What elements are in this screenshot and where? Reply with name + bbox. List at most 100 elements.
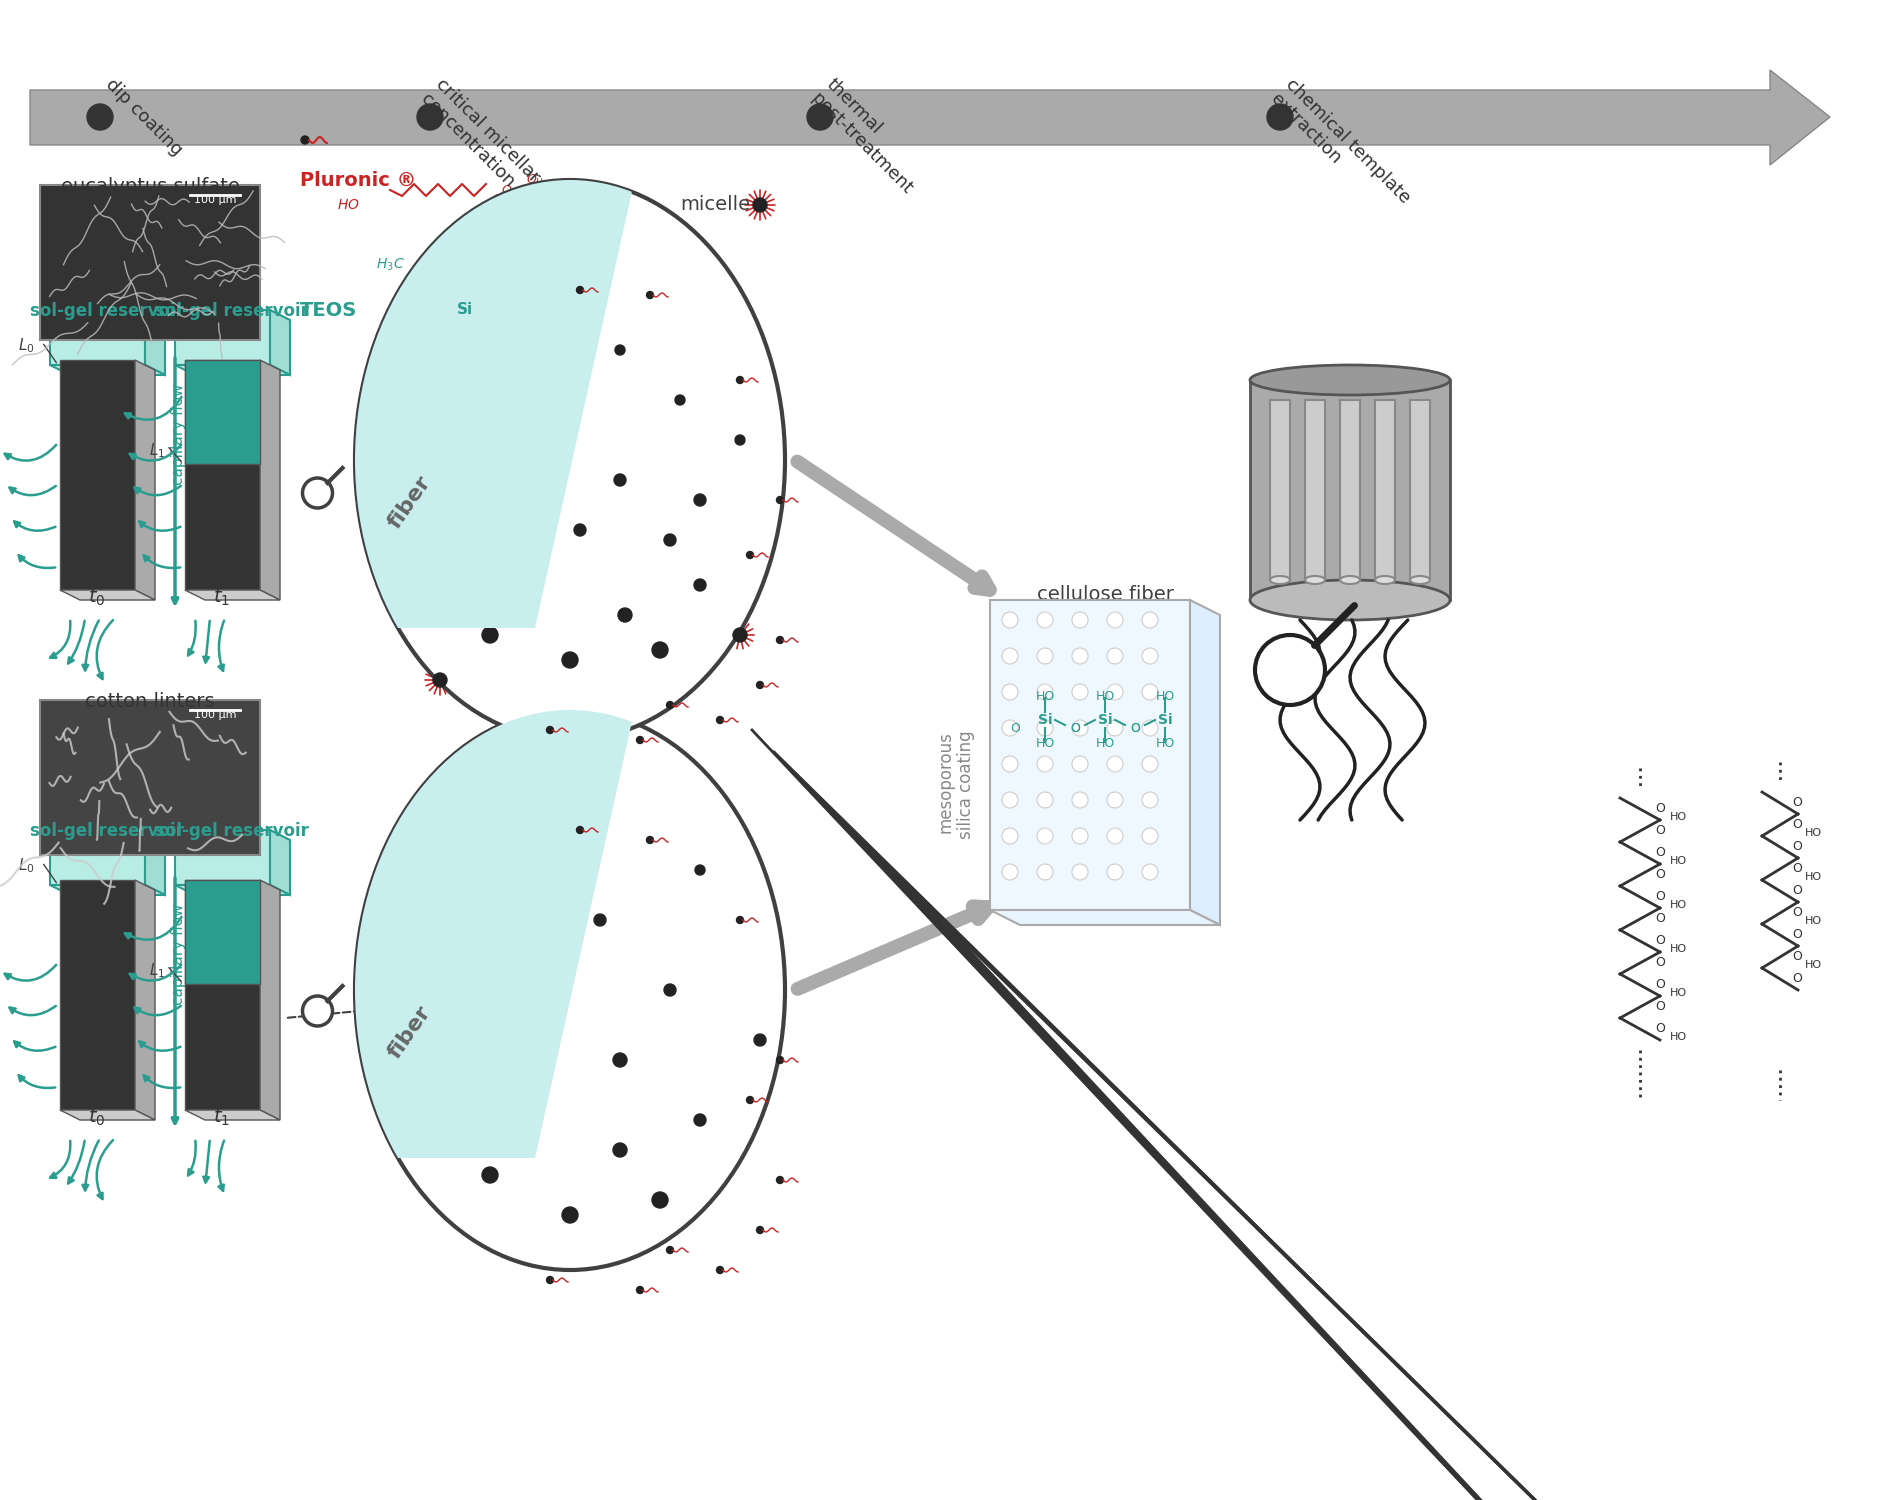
Text: HO: HO — [1095, 690, 1114, 703]
Text: O: O — [1793, 906, 1802, 920]
Bar — [184, 880, 259, 1110]
Circle shape — [663, 984, 676, 996]
Circle shape — [613, 1143, 628, 1156]
Text: $CH_3$: $CH_3$ — [524, 346, 552, 363]
Circle shape — [735, 435, 744, 445]
Circle shape — [1107, 864, 1124, 880]
Circle shape — [417, 104, 443, 130]
Text: O: O — [1793, 885, 1802, 897]
Text: $CH_3$: $CH_3$ — [505, 202, 532, 217]
Circle shape — [524, 405, 536, 416]
Text: O: O — [1655, 802, 1665, 816]
Circle shape — [663, 534, 676, 546]
Text: HO: HO — [1670, 1032, 1687, 1042]
Ellipse shape — [355, 710, 785, 1270]
Text: O: O — [1011, 722, 1020, 735]
Text: capillary flow
direction: capillary flow direction — [171, 384, 203, 484]
Circle shape — [1002, 720, 1018, 736]
Text: HO: HO — [1670, 944, 1687, 954]
Text: O: O — [1655, 891, 1665, 903]
Circle shape — [1107, 612, 1124, 628]
Polygon shape — [135, 360, 154, 600]
Text: O: O — [1793, 819, 1802, 831]
Text: HO: HO — [1670, 812, 1687, 822]
Text: O: O — [1655, 934, 1665, 948]
Text: critical micellar
concentration: critical micellar concentration — [417, 75, 543, 201]
Circle shape — [637, 1287, 643, 1293]
Circle shape — [1002, 864, 1018, 880]
Text: O: O — [1793, 951, 1802, 963]
Circle shape — [757, 681, 763, 688]
Circle shape — [562, 1208, 579, 1222]
Text: HO: HO — [1156, 690, 1174, 703]
Circle shape — [1107, 792, 1124, 808]
Circle shape — [1037, 720, 1052, 736]
Circle shape — [618, 608, 631, 622]
Text: HO: HO — [1806, 871, 1823, 882]
Text: O: O — [434, 278, 445, 292]
Circle shape — [613, 1053, 628, 1066]
Bar — [1340, 400, 1360, 580]
Polygon shape — [184, 1110, 280, 1120]
Circle shape — [1142, 720, 1157, 736]
Text: HO: HO — [1670, 856, 1687, 865]
Circle shape — [86, 104, 113, 130]
Text: Pluronic ®: Pluronic ® — [301, 171, 417, 189]
Circle shape — [1107, 684, 1124, 700]
Text: Si: Si — [1157, 712, 1172, 728]
Circle shape — [303, 478, 333, 508]
Text: HO: HO — [1035, 690, 1054, 703]
Circle shape — [1037, 828, 1052, 844]
Text: $t_0$: $t_0$ — [88, 1107, 105, 1128]
Circle shape — [1073, 684, 1088, 700]
Circle shape — [646, 837, 654, 843]
Text: O: O — [434, 328, 445, 342]
Text: HO: HO — [1035, 736, 1054, 750]
Circle shape — [733, 628, 748, 642]
Circle shape — [1073, 792, 1088, 808]
Polygon shape — [1189, 600, 1219, 926]
Ellipse shape — [1270, 576, 1291, 584]
Circle shape — [1107, 720, 1124, 736]
Circle shape — [577, 286, 584, 294]
Circle shape — [1002, 612, 1018, 628]
Circle shape — [485, 964, 496, 976]
Circle shape — [562, 652, 579, 668]
Circle shape — [1002, 756, 1018, 772]
Circle shape — [1142, 648, 1157, 664]
Polygon shape — [145, 830, 165, 896]
Circle shape — [693, 494, 707, 506]
Bar — [175, 830, 271, 885]
Circle shape — [1107, 756, 1124, 772]
Ellipse shape — [1250, 580, 1451, 620]
Text: $t_0$: $t_0$ — [88, 586, 105, 608]
Text: HO: HO — [1095, 736, 1114, 750]
Text: O: O — [1129, 722, 1141, 735]
Circle shape — [675, 394, 686, 405]
Circle shape — [753, 198, 767, 211]
Text: fiber: fiber — [385, 472, 436, 532]
Circle shape — [547, 726, 554, 734]
Circle shape — [1073, 864, 1088, 880]
Circle shape — [652, 1192, 669, 1208]
Text: Si: Si — [1097, 712, 1112, 728]
Text: 100 μm: 100 μm — [194, 710, 237, 720]
Circle shape — [1142, 828, 1157, 844]
Circle shape — [1142, 792, 1157, 808]
Text: dip coating: dip coating — [101, 75, 186, 159]
Polygon shape — [145, 310, 165, 375]
Circle shape — [614, 474, 626, 486]
Text: $HO$: $HO$ — [336, 198, 361, 211]
Text: O: O — [1793, 972, 1802, 986]
Circle shape — [547, 1276, 554, 1284]
Polygon shape — [135, 880, 154, 1120]
Circle shape — [1073, 720, 1088, 736]
Text: O: O — [1655, 846, 1665, 859]
Ellipse shape — [1409, 576, 1430, 584]
Bar — [1250, 380, 1451, 600]
Text: HO: HO — [1806, 916, 1823, 926]
Ellipse shape — [355, 180, 785, 740]
Circle shape — [522, 592, 537, 608]
Circle shape — [1037, 684, 1052, 700]
Bar — [60, 360, 135, 590]
